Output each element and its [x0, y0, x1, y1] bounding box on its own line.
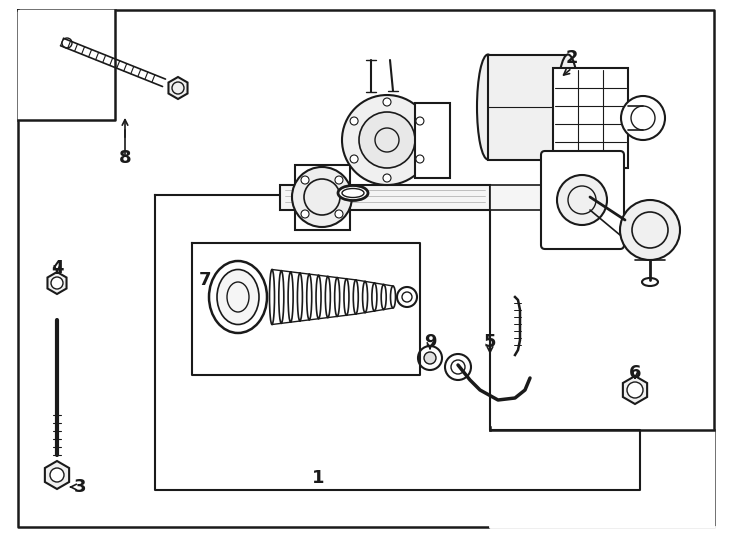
FancyBboxPatch shape	[541, 151, 624, 249]
Circle shape	[335, 210, 343, 218]
Polygon shape	[169, 77, 187, 99]
Polygon shape	[48, 272, 67, 294]
Circle shape	[416, 155, 424, 163]
Circle shape	[292, 167, 352, 227]
Circle shape	[627, 382, 643, 398]
Circle shape	[416, 117, 424, 125]
Bar	[415, 103, 450, 178]
Circle shape	[359, 112, 415, 168]
Ellipse shape	[288, 272, 293, 322]
Ellipse shape	[381, 285, 386, 309]
Circle shape	[383, 174, 391, 182]
Text: 4: 4	[51, 259, 63, 277]
Ellipse shape	[335, 278, 340, 316]
Bar	[553, 68, 628, 168]
Ellipse shape	[372, 283, 377, 311]
Bar	[295, 165, 350, 230]
Circle shape	[350, 117, 358, 125]
Ellipse shape	[390, 286, 396, 308]
Circle shape	[335, 176, 343, 184]
Text: 2: 2	[566, 49, 578, 67]
Circle shape	[397, 287, 417, 307]
Polygon shape	[490, 430, 714, 527]
Circle shape	[418, 346, 442, 370]
Ellipse shape	[477, 55, 499, 159]
Circle shape	[383, 98, 391, 106]
Ellipse shape	[209, 261, 267, 333]
Bar	[488, 55, 568, 160]
Circle shape	[51, 277, 63, 289]
Circle shape	[621, 96, 665, 140]
Ellipse shape	[279, 271, 284, 323]
Text: 3: 3	[73, 478, 87, 496]
Ellipse shape	[217, 269, 259, 325]
Polygon shape	[623, 376, 647, 404]
Ellipse shape	[316, 275, 321, 319]
Polygon shape	[18, 10, 115, 120]
Circle shape	[557, 175, 607, 225]
Text: 7: 7	[199, 271, 211, 289]
Circle shape	[301, 176, 309, 184]
Circle shape	[342, 95, 432, 185]
Ellipse shape	[307, 274, 312, 320]
Text: 9: 9	[424, 333, 436, 351]
Ellipse shape	[325, 276, 330, 318]
Circle shape	[172, 82, 184, 94]
Ellipse shape	[338, 186, 368, 200]
Circle shape	[301, 210, 309, 218]
Text: 8: 8	[119, 149, 131, 167]
Text: 6: 6	[629, 364, 642, 382]
Ellipse shape	[269, 269, 275, 325]
Ellipse shape	[344, 279, 349, 315]
Circle shape	[350, 155, 358, 163]
Circle shape	[445, 354, 471, 380]
Polygon shape	[45, 461, 69, 489]
Text: 5: 5	[484, 333, 496, 351]
Circle shape	[424, 352, 436, 364]
Circle shape	[620, 200, 680, 260]
Circle shape	[50, 468, 64, 482]
Ellipse shape	[363, 281, 368, 313]
Bar	[490, 185, 590, 210]
Ellipse shape	[297, 273, 302, 321]
Text: 1: 1	[312, 469, 324, 487]
Bar	[280, 185, 490, 210]
Ellipse shape	[353, 280, 358, 314]
Ellipse shape	[557, 55, 579, 159]
